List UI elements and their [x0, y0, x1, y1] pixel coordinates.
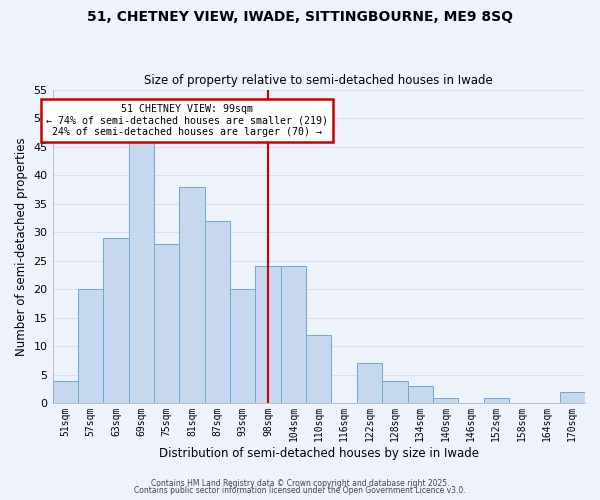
Bar [205, 221, 230, 404]
Bar [407, 386, 433, 404]
Bar [306, 335, 331, 404]
Bar [78, 290, 103, 404]
Title: Size of property relative to semi-detached houses in Iwade: Size of property relative to semi-detach… [145, 74, 493, 87]
Bar [53, 380, 78, 404]
Bar [154, 244, 179, 404]
Bar [433, 398, 458, 404]
Text: 51 CHETNEY VIEW: 99sqm
← 74% of semi-detached houses are smaller (219)
24% of se: 51 CHETNEY VIEW: 99sqm ← 74% of semi-det… [46, 104, 328, 137]
Bar [103, 238, 128, 404]
Bar [382, 380, 407, 404]
X-axis label: Distribution of semi-detached houses by size in Iwade: Distribution of semi-detached houses by … [159, 447, 479, 460]
Bar [484, 398, 509, 404]
Text: Contains HM Land Registry data © Crown copyright and database right 2025.: Contains HM Land Registry data © Crown c… [151, 478, 449, 488]
Bar [128, 141, 154, 404]
Bar [560, 392, 585, 404]
Y-axis label: Number of semi-detached properties: Number of semi-detached properties [15, 137, 28, 356]
Bar [230, 290, 256, 404]
Bar [281, 266, 306, 404]
Bar [179, 186, 205, 404]
Bar [256, 266, 281, 404]
Bar [357, 364, 382, 404]
Text: 51, CHETNEY VIEW, IWADE, SITTINGBOURNE, ME9 8SQ: 51, CHETNEY VIEW, IWADE, SITTINGBOURNE, … [87, 10, 513, 24]
Text: Contains public sector information licensed under the Open Government Licence v3: Contains public sector information licen… [134, 486, 466, 495]
